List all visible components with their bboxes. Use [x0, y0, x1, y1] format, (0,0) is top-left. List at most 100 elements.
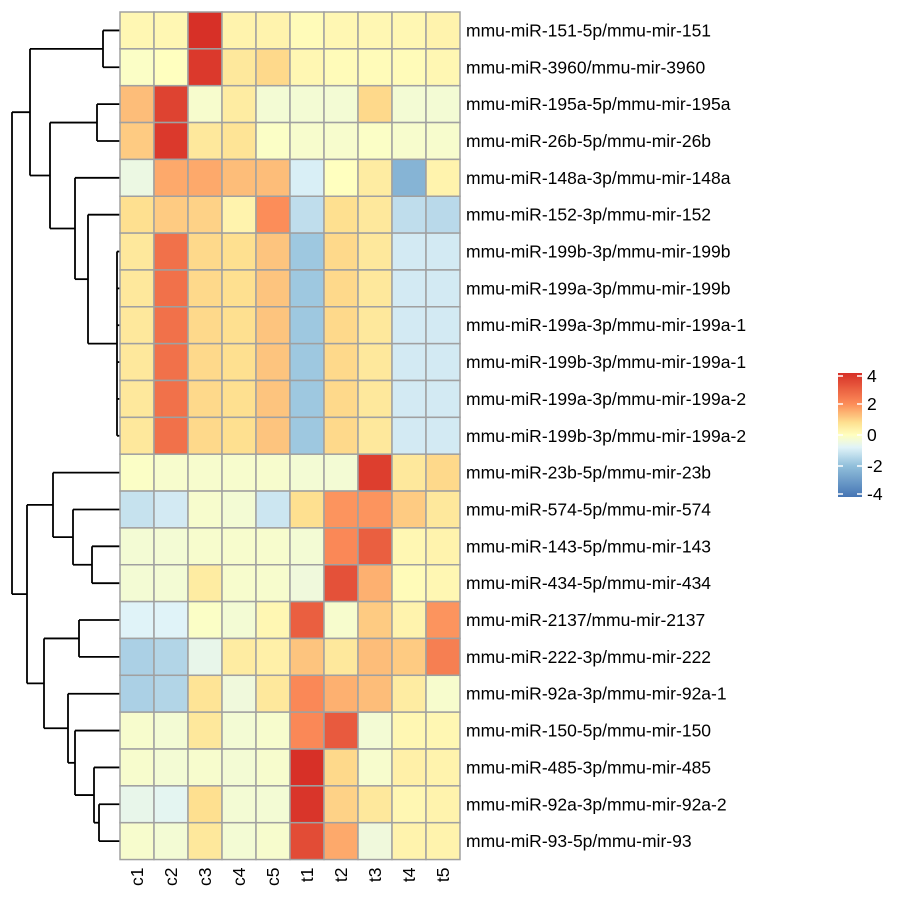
heatmap-cell: [323, 158, 359, 197]
heatmap-cell: [153, 416, 189, 455]
row-label: mmu-miR-199a-3p/mmu-mir-199a-2: [466, 389, 746, 409]
heatmap-cell: [357, 564, 393, 603]
heatmap-cell: [153, 121, 189, 161]
heatmap-cell: [221, 195, 257, 234]
row-label: mmu-miR-434-5p/mmu-mir-434: [466, 573, 711, 593]
heatmap-cell: [425, 11, 461, 50]
heatmap-cell: [119, 306, 155, 345]
heatmap-cell: [425, 342, 461, 382]
heatmap-cell: [187, 490, 223, 529]
row-dendrogram: [11, 29, 120, 843]
heatmap-cell: [255, 342, 291, 382]
heatmap-cell: [357, 674, 393, 713]
heatmap-cell: [391, 84, 427, 124]
legend-tick-label: 4: [867, 366, 877, 386]
heatmap-cell: [153, 600, 189, 640]
row-label: mmu-miR-3960/mmu-mir-3960: [466, 57, 705, 77]
heatmap-cell: [289, 11, 325, 50]
heatmap-cell: [323, 11, 359, 50]
heatmap-cell: [153, 48, 189, 87]
heatmap-cell: [323, 711, 359, 750]
heatmap-cell: [221, 748, 257, 787]
row-label: mmu-miR-485-3p/mmu-mir-485: [466, 757, 711, 777]
heatmap-cell: [119, 416, 155, 455]
heatmap-cell: [255, 84, 291, 124]
heatmap-cell: [187, 674, 223, 713]
heatmap-cell: [289, 232, 325, 271]
row-label: mmu-miR-148a-3p/mmu-mir-148a: [466, 168, 731, 188]
heatmap-cell: [357, 306, 393, 345]
heatmap-cell: [425, 121, 461, 161]
heatmap-cell: [255, 306, 291, 345]
heatmap-cell: [357, 453, 393, 492]
heatmap-cell: [119, 121, 155, 161]
heatmap-cell: [255, 490, 291, 529]
heatmap-cell: [187, 748, 223, 787]
heatmap-cell: [391, 121, 427, 161]
heatmap-cell: [153, 564, 189, 603]
heatmap-cell: [391, 637, 427, 677]
heatmap-cell: [255, 674, 291, 713]
heatmap-cell: [289, 785, 325, 824]
heatmap-cell: [391, 11, 427, 50]
heatmap-cell: [153, 269, 189, 308]
column-label: t3: [365, 868, 385, 883]
heatmap-cell: [357, 527, 393, 566]
legend-tick-label: -4: [867, 484, 883, 504]
row-label: mmu-miR-199b-3p/mmu-mir-199a-2: [466, 426, 746, 446]
heatmap-cell: [289, 821, 325, 861]
heatmap-cell: [153, 379, 189, 419]
heatmap-cell: [153, 195, 189, 234]
color-legend: 4 2 0 -2 -4: [838, 366, 883, 504]
heatmap-cell: [221, 453, 257, 492]
heatmap-cell: [119, 821, 155, 861]
heatmap-cell: [357, 711, 393, 750]
row-label: mmu-miR-574-5p/mmu-mir-574: [466, 499, 711, 519]
heatmap-cell: [391, 711, 427, 750]
heatmap-cell: [357, 637, 393, 677]
heatmap-cell: [221, 158, 257, 197]
heatmap-cell: [119, 342, 155, 382]
heatmap-cell: [153, 490, 189, 529]
heatmap-cell: [221, 674, 257, 713]
heatmap-cell: [425, 785, 461, 824]
heatmap-cell: [153, 453, 189, 492]
heatmap-cell: [357, 48, 393, 87]
heatmap-cell: [221, 785, 257, 824]
heatmap-cell: [425, 564, 461, 603]
heatmap-cell: [255, 11, 291, 50]
heatmap-cell: [119, 84, 155, 124]
heatmap-cell: [119, 674, 155, 713]
heatmap-cell: [187, 158, 223, 197]
heatmap-cell: [289, 527, 325, 566]
row-label: mmu-miR-152-3p/mmu-mir-152: [466, 205, 711, 225]
heatmap-cell: [119, 195, 155, 234]
heatmap-cell: [187, 342, 223, 382]
column-labels: c1 c2 c3 c4 c5 t1 t2 t3 t4 t5: [127, 867, 453, 886]
heatmap-cell: [323, 416, 359, 455]
heatmap-cell: [153, 674, 189, 713]
heatmap-cell: [255, 379, 291, 419]
heatmap-cell: [289, 637, 325, 677]
heatmap-cell: [357, 232, 393, 271]
heatmap-cell: [289, 490, 325, 529]
heatmap-cell: [187, 306, 223, 345]
heatmap-cell: [323, 674, 359, 713]
heatmap-cell: [289, 84, 325, 124]
heatmap-cell: [391, 821, 427, 861]
heatmap-cell: [391, 269, 427, 308]
heatmap-cell: [153, 232, 189, 271]
heatmap-cell: [221, 121, 257, 161]
legend-tick-label: 0: [867, 425, 877, 445]
heatmap-cell: [323, 785, 359, 824]
heatmap-cell: [153, 711, 189, 750]
heatmap-cell: [289, 306, 325, 345]
heatmap-cell: [255, 527, 291, 566]
row-label: mmu-miR-92a-3p/mmu-mir-92a-1: [466, 684, 727, 704]
column-label: c5: [263, 868, 283, 886]
heatmap-cell: [425, 306, 461, 345]
heatmap-cell: [391, 785, 427, 824]
row-label: mmu-miR-195a-5p/mmu-mir-195a: [466, 94, 731, 114]
heatmap-cell: [187, 711, 223, 750]
